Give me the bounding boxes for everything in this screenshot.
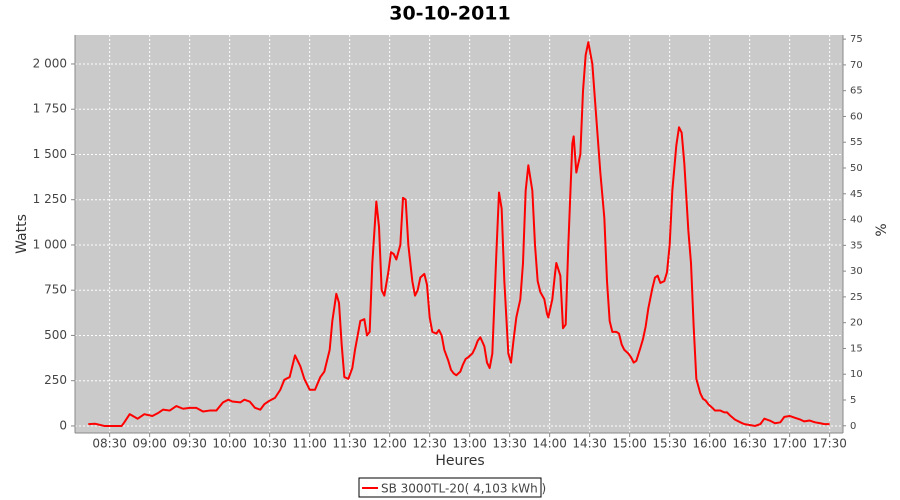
y2-tick-label: 45 bbox=[850, 189, 863, 200]
x-tick-label: 08:30 bbox=[92, 437, 127, 451]
x-tick-label: 16:30 bbox=[732, 437, 767, 451]
y2-tick-label: 5 bbox=[850, 395, 856, 406]
y2-tick-label: 65 bbox=[850, 86, 863, 97]
x-tick-label: 09:00 bbox=[132, 437, 167, 451]
y2-tick-label: 0 bbox=[850, 421, 856, 432]
y-tick-label: 750 bbox=[44, 283, 67, 297]
y-tick-label: 1 250 bbox=[33, 192, 67, 206]
x-tick-label: 15:00 bbox=[612, 437, 647, 451]
y2-tick-label: 20 bbox=[850, 318, 863, 329]
x-axis-label: Heures bbox=[435, 453, 484, 469]
y2-tick-label: 75 bbox=[850, 34, 863, 45]
y-tick-label: 0 bbox=[59, 418, 67, 432]
data-line bbox=[88, 41, 830, 427]
y-axis-label: Watts bbox=[14, 214, 30, 254]
y-tick-label: 1 750 bbox=[33, 102, 67, 116]
y-tick-label: 2 000 bbox=[33, 56, 67, 70]
x-tick-label: 13:00 bbox=[452, 437, 487, 451]
y-tick-label: 1 500 bbox=[33, 147, 67, 161]
x-tick-label: 10:00 bbox=[212, 437, 247, 451]
y2-tick-label: 60 bbox=[850, 111, 863, 122]
x-tick-label: 11:30 bbox=[332, 437, 367, 451]
chart-title: 30-10-2011 bbox=[389, 3, 511, 25]
x-tick-label: 17:30 bbox=[812, 437, 847, 451]
x-tick-label: 16:00 bbox=[692, 437, 727, 451]
legend-label: SB 3000TL-20( 4,103 kWh ) bbox=[381, 482, 546, 496]
plot-area bbox=[75, 35, 843, 433]
y2-tick-label: 35 bbox=[850, 240, 863, 251]
y2-tick-label: 55 bbox=[850, 137, 863, 148]
y-tick-label: 1 000 bbox=[33, 237, 67, 251]
y2-tick-label: 70 bbox=[850, 60, 863, 71]
y2-tick-label: 40 bbox=[850, 215, 863, 226]
x-tick-label: 12:30 bbox=[412, 437, 447, 451]
y2-tick-label: 15 bbox=[850, 343, 863, 354]
x-tick-label: 12:00 bbox=[372, 437, 407, 451]
y2-tick-label: 25 bbox=[850, 292, 863, 303]
x-tick-label: 15:30 bbox=[652, 437, 687, 451]
y2-axis-label: % bbox=[874, 223, 890, 236]
x-tick-label: 14:30 bbox=[572, 437, 607, 451]
y2-tick-label: 10 bbox=[850, 369, 863, 380]
x-tick-label: 10:30 bbox=[252, 437, 287, 451]
y2-tick-label: 50 bbox=[850, 163, 863, 174]
y-tick-label: 250 bbox=[44, 373, 67, 387]
x-tick-label: 09:30 bbox=[172, 437, 207, 451]
y-tick-label: 500 bbox=[44, 328, 67, 342]
legend bbox=[358, 477, 542, 498]
x-tick-label: 13:30 bbox=[492, 437, 527, 451]
x-tick-label: 11:00 bbox=[292, 437, 327, 451]
x-tick-label: 14:00 bbox=[532, 437, 567, 451]
y2-tick-label: 30 bbox=[850, 266, 863, 277]
x-tick-label: 17:00 bbox=[772, 437, 807, 451]
